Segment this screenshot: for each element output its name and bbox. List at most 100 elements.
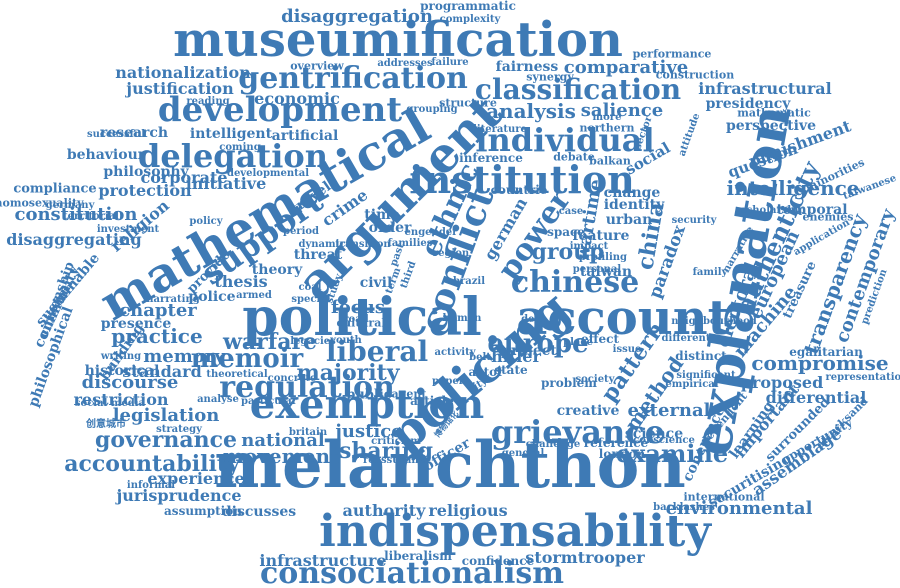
word-analyse: analyse [197,394,239,405]
word-agent: agent [391,387,427,401]
word-social-media: social media [74,398,146,409]
word-profiling: profiling [578,252,628,263]
word-cjk-226: 创意城市 [86,419,126,430]
word-actor: actor [468,365,504,379]
word-economic: economic [254,89,340,108]
word-territorial: territorial [63,211,119,222]
word-period: period [282,226,320,237]
word-northern: northern [579,121,635,135]
word-armed: armed [236,290,272,301]
word-complexity: complexity [439,14,501,25]
word-memory: memory [143,346,225,367]
word-impact: impact [569,241,609,252]
word-empirical: empirical [665,379,719,390]
word-environmental: environmental [665,498,813,519]
word-examine: examine [615,439,729,468]
word-distinct: distinct [675,349,727,363]
word-memoir: memoir [190,344,304,374]
word-different: different [661,333,711,344]
word-strategy: strategy [156,424,202,435]
word-individual: individual [475,121,655,159]
word-security: security [671,215,717,226]
word-debate: debate [553,150,595,164]
word-performance: performance [632,47,712,61]
word-indispensability: indispensability [319,506,711,557]
word-investment: investment [96,224,160,235]
word-assumption: assumption [164,504,242,518]
word-legacies: legacies [290,336,336,347]
word-civil: civil [359,275,393,291]
word-reference: reference [583,436,649,450]
word-inference: inference [459,151,523,165]
word-discourse: discourse [81,372,179,393]
word-neighbourhood: neighbourhood [671,316,757,327]
word-international: international [683,490,765,504]
word-narrating: narrating [146,294,200,305]
word-reassurance: reassurance [362,455,432,466]
word-police: police [188,289,236,305]
word-germany: germany [45,200,95,211]
word-hitler: hitler [491,347,541,366]
word-nationalization: nationalization [115,63,251,82]
word-differential: differential [765,388,867,407]
word-particular: particular [240,396,298,407]
word-criticism: criticism [371,436,421,447]
word-philosophy: philosophy [103,164,189,180]
word-sharing: sharing [339,438,433,464]
word-artificial: artificial [271,128,339,144]
word-restriction: restriction [73,390,169,409]
word-national: national [241,430,325,451]
word-public: public [346,387,392,403]
word-family: family [692,267,728,278]
word-road: road [343,314,369,325]
word-discusses: discusses [221,504,297,520]
word-effect: effect [581,332,619,346]
word-attitude: attitude [676,111,703,158]
word-stormtrooper: stormtrooper [525,548,645,567]
word-temporal: temporal [776,202,848,218]
word-cultural: cultural [336,316,386,330]
word-authority: authority [342,501,426,520]
word-developmental: developmental [226,168,310,179]
word-intelligent: intelligent [189,126,273,142]
word-state: state [494,363,528,377]
word-paper: paper [431,376,465,387]
word-addresses: addresses [377,58,433,69]
word-development: development [157,90,403,130]
word-britain: britain [288,427,328,438]
word-problem: problem [541,376,597,390]
word-infrastructural: infrastructural [698,79,832,98]
word-account: account [516,290,730,346]
word-enemies: enemies [802,210,854,224]
word-structure: structure [439,96,497,110]
word-constitution: constitution [14,204,138,225]
word-chinese: chinese [510,265,640,300]
word-liberal: liberal [325,335,429,368]
word-case: case [558,206,584,217]
word-liberalism: liberalism [384,549,452,563]
word-homosexuality: homosexuality [0,196,84,210]
word-theoretical: theoretical [206,369,268,380]
word-policy: policy [189,216,223,227]
word-movement: movement [222,444,340,468]
word-special: special [291,294,331,305]
word-fairness: fairness [495,59,559,75]
word-society: society [575,374,615,385]
word-europe: europe [487,329,589,359]
word-overview: overview [290,59,344,73]
word-theory: theory [251,262,303,278]
word-institution: institution [409,157,635,202]
word-synergy: synergy [526,70,574,84]
word-change: change [603,185,661,201]
word-youth: youth [330,335,362,346]
word-proposed: proposed [740,373,824,392]
word-conscience: conscience [633,435,695,446]
word-practice: practice [111,324,203,348]
word-representation: representation [825,372,900,383]
word-classification: classification [474,73,682,106]
word-coming: coming [219,142,261,153]
word-melanchthon: melanchthon [214,428,686,503]
word-governance: governance [94,427,238,453]
word-grievance: grievance [490,413,666,451]
word-dynamic: dynamic [298,239,346,250]
